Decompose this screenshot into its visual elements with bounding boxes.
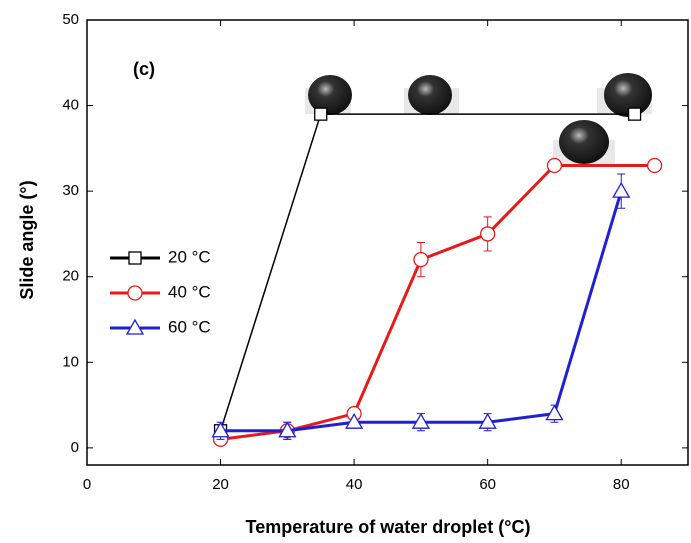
x-tick-label: 60 xyxy=(479,476,496,493)
marker xyxy=(211,421,230,438)
y-axis-label: Slide angle (°) xyxy=(17,180,37,299)
x-tick-label: 80 xyxy=(613,476,630,493)
plot-frame xyxy=(86,19,689,466)
marker xyxy=(480,226,496,242)
series xyxy=(211,173,631,440)
legend-label: 20 °C xyxy=(168,247,211,266)
annotation: (c) xyxy=(133,59,155,79)
marker xyxy=(411,412,431,429)
y-tick-label: 10 xyxy=(62,353,79,370)
x-tick-label: 0 xyxy=(83,476,91,493)
marker xyxy=(278,421,297,438)
marker xyxy=(612,181,631,198)
marker xyxy=(627,107,642,121)
series xyxy=(212,157,663,447)
marker xyxy=(646,157,663,174)
droplet-images xyxy=(305,73,652,165)
marker xyxy=(125,318,145,335)
marker xyxy=(413,251,429,268)
marker xyxy=(344,412,364,429)
series-line xyxy=(220,163,655,441)
x-tick-label: 20 xyxy=(212,476,229,493)
y-tick-label: 30 xyxy=(62,182,79,199)
legend-label: 60 °C xyxy=(168,317,211,336)
marker xyxy=(128,251,142,265)
marker xyxy=(127,285,143,301)
marker xyxy=(545,404,564,421)
x-axis-label: Temperature of water droplet (°C) xyxy=(246,517,531,537)
legend-label: 40 °C xyxy=(168,282,211,301)
x-tick-label: 40 xyxy=(346,476,363,493)
marker xyxy=(478,412,497,429)
y-tick-label: 0 xyxy=(71,439,79,456)
marker xyxy=(314,107,328,121)
y-tick-label: 40 xyxy=(62,97,79,114)
y-tick-label: 20 xyxy=(62,268,79,285)
y-tick-label: 50 xyxy=(62,11,79,28)
marker xyxy=(546,157,563,174)
series-line xyxy=(220,190,623,433)
